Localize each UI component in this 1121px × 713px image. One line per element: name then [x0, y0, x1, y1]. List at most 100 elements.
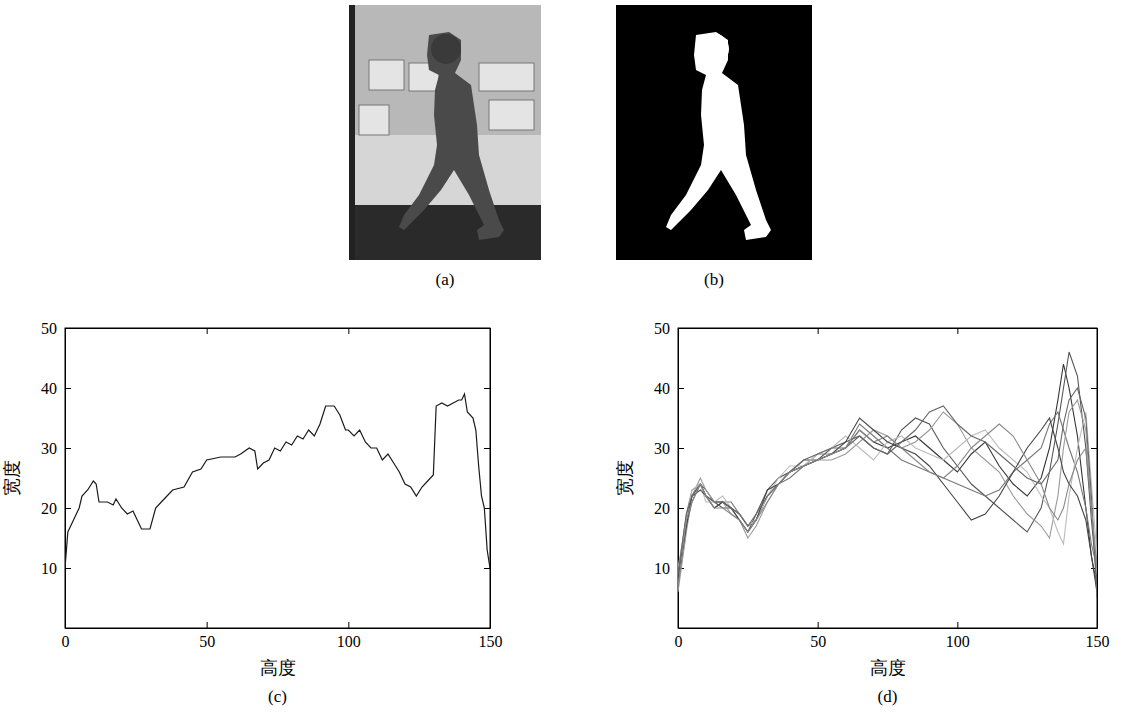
panel-caption: (a) — [436, 270, 455, 289]
series-line — [678, 352, 1097, 586]
series-line — [65, 394, 490, 568]
panel-caption: (c) — [268, 687, 287, 706]
photo-box — [479, 63, 534, 91]
tick-label: 50 — [199, 633, 215, 650]
tick-mark — [678, 508, 684, 509]
chart: 0501001501020304050高度宽度(d) — [615, 320, 1110, 706]
tick — [484, 448, 490, 449]
tick-mark — [65, 508, 71, 509]
photo-box — [359, 105, 389, 135]
tick-label: 50 — [41, 320, 57, 337]
axis — [66, 328, 491, 334]
tick-mark — [818, 622, 819, 628]
tick-mark — [348, 622, 349, 628]
tick: 100 — [337, 622, 361, 650]
mask-person — [666, 32, 771, 240]
tick: 50 — [810, 622, 826, 650]
tick — [1091, 328, 1097, 329]
tick-mark — [207, 622, 208, 628]
tick-label: 150 — [1086, 633, 1110, 650]
panel-caption: (b) — [704, 270, 724, 289]
plot-data — [65, 394, 490, 568]
axis: 10 20 30 40 50 — [41, 320, 71, 629]
tick-mark — [65, 328, 71, 329]
tick-mark — [484, 568, 490, 569]
photo-treadmill — [349, 205, 541, 260]
figure: (a) (b) 0 50 100 150 10 20 30 40 50 高度 宽度 (c) 0 50 100 15… — [0, 0, 1121, 713]
tick-label: 10 — [654, 560, 670, 577]
axis-line — [1097, 329, 1098, 629]
tick-mark — [207, 328, 208, 334]
photo-head — [431, 34, 461, 64]
axis — [484, 329, 491, 629]
tick: 20 — [654, 500, 684, 517]
axis — [679, 328, 1098, 334]
tick: 30 — [41, 440, 71, 457]
tick — [1091, 448, 1097, 449]
axis-line — [490, 329, 491, 629]
tick-mark — [348, 328, 349, 334]
tick — [484, 388, 490, 389]
series-line — [678, 412, 1097, 568]
y-axis-title: 宽度 — [2, 460, 22, 496]
series-line — [678, 424, 1097, 586]
series-line — [678, 418, 1097, 586]
x-axis-title: 高度 — [260, 658, 296, 678]
tick-mark — [65, 448, 71, 449]
tick-mark — [678, 328, 684, 329]
tick: 50 — [654, 320, 684, 337]
tick-label: 0 — [675, 633, 683, 650]
tick — [1091, 388, 1097, 389]
tick-mark — [1091, 328, 1097, 329]
tick: 50 — [41, 320, 71, 337]
axis-line — [65, 329, 66, 629]
tick-label: 100 — [946, 633, 970, 650]
image-panel — [349, 5, 541, 260]
tick — [484, 328, 490, 329]
tick-mark — [65, 568, 71, 569]
tick — [957, 328, 958, 334]
panel-caption: (d) — [878, 687, 898, 706]
tick: 40 — [41, 380, 71, 397]
plot-data — [678, 352, 1097, 598]
tick-mark — [484, 328, 490, 329]
mask-background — [616, 5, 812, 260]
axis: 0 50 100 150 — [675, 622, 1110, 650]
tick — [484, 568, 490, 569]
tick: 20 — [41, 500, 71, 517]
tick-label: 30 — [41, 440, 57, 457]
tick-label: 0 — [62, 633, 70, 650]
tick-label: 40 — [41, 380, 57, 397]
tick-label: 10 — [41, 560, 57, 577]
y-axis-title: 宽度 — [615, 460, 635, 496]
tick-mark — [818, 328, 819, 334]
tick — [207, 328, 208, 334]
photo-edge — [349, 5, 355, 260]
tick-label: 100 — [337, 633, 361, 650]
plot-frame — [678, 328, 1097, 628]
series-line — [678, 364, 1097, 592]
tick-label: 20 — [654, 500, 670, 517]
tick: 10 — [41, 560, 71, 577]
series-line — [678, 400, 1097, 592]
tick-mark — [484, 448, 490, 449]
photo-person — [399, 32, 504, 240]
series-line — [678, 388, 1097, 598]
tick: 30 — [654, 440, 684, 457]
tick-label: 30 — [654, 440, 670, 457]
tick-label: 40 — [654, 380, 670, 397]
chart: 0 50 100 150 10 20 30 40 50 高度 宽度 (c) — [2, 320, 503, 706]
tick: 40 — [654, 380, 684, 397]
tick-mark — [957, 328, 958, 334]
tick-label: 150 — [479, 633, 503, 650]
tick-mark — [65, 388, 71, 389]
axis: 0 50 100 150 — [62, 622, 503, 650]
tick-mark — [957, 622, 958, 628]
tick-label: 20 — [41, 500, 57, 517]
axis-line — [66, 328, 491, 329]
tick — [818, 328, 819, 334]
tick: 100 — [946, 622, 970, 650]
photo-box — [369, 60, 404, 90]
tick: 50 — [199, 622, 215, 650]
tick-mark — [678, 448, 684, 449]
